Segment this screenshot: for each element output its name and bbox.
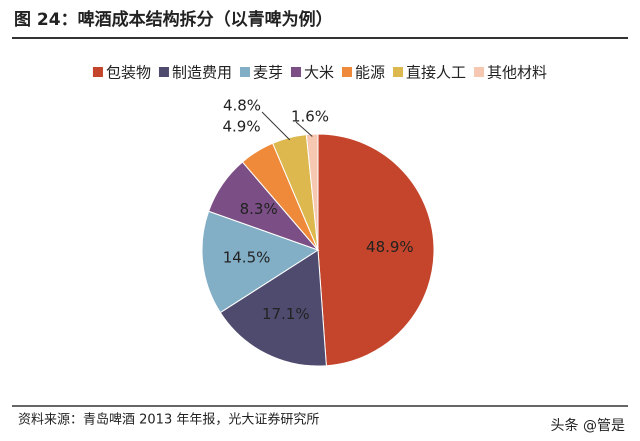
legend-label: 麦芽: [253, 64, 283, 82]
data-label: 48.9%: [366, 238, 414, 256]
legend-label: 制造费用: [172, 64, 232, 82]
legend-swatch: [474, 67, 485, 77]
legend-swatch: [92, 67, 103, 77]
watermark: 头条 @管是: [551, 417, 625, 434]
legend-swatch: [290, 67, 301, 77]
legend-label: 包装物: [106, 64, 151, 82]
legend-label: 直接人工: [406, 64, 466, 82]
pie-slice: [201, 210, 320, 314]
legend-label: 能源: [355, 64, 385, 82]
data-label: 8.3%: [240, 200, 278, 218]
data-label: 1.6%: [291, 108, 329, 126]
legend-swatch: [239, 67, 250, 77]
pie-slice: [219, 249, 327, 367]
data-label: 4.8%: [223, 97, 261, 115]
legend-swatch: [158, 67, 169, 77]
legend-swatch: [393, 67, 404, 77]
data-label: 17.1%: [262, 305, 310, 323]
legend: 包装物 制造费用 麦芽 大米 能源 直接人工 其他材料: [92, 64, 547, 82]
legend-label: 大米: [304, 64, 334, 82]
chart-title: 图 24：啤酒成本结构拆分（以青啤为例）: [14, 9, 333, 30]
data-label: 14.5%: [223, 249, 271, 267]
data-label: 4.9%: [222, 117, 260, 135]
legend-label: 其他材料: [487, 64, 547, 82]
pie-slice: [317, 133, 435, 367]
leader-line: [295, 121, 313, 137]
source: 资料来源：青岛啤酒 2013 年年报，光大证券研究所: [18, 412, 319, 428]
legend-swatch: [342, 67, 353, 77]
pie-slice: [305, 133, 319, 251]
leader-line: [261, 111, 291, 141]
